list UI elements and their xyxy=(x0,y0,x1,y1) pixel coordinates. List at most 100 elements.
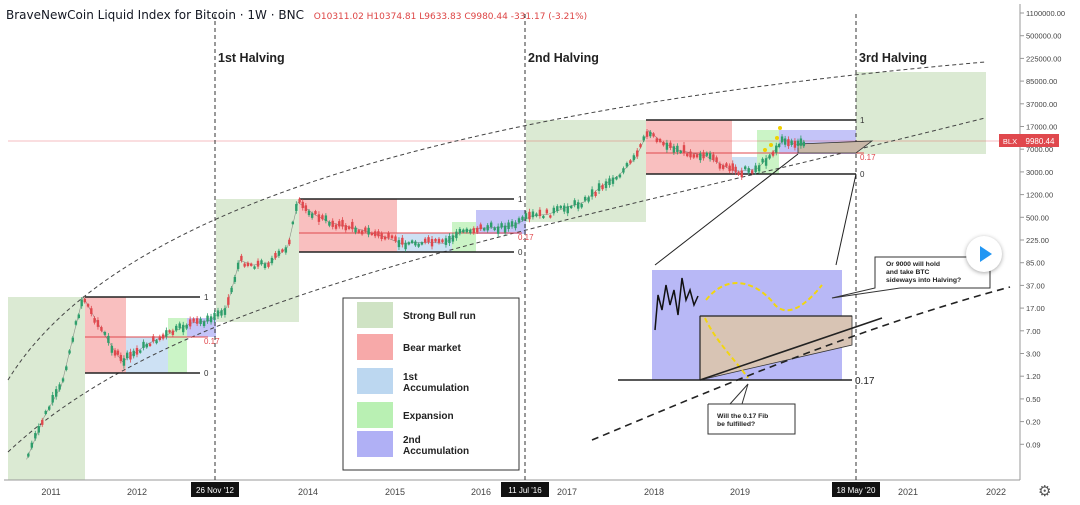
candle-body xyxy=(310,213,314,218)
candle-body xyxy=(178,323,181,329)
candle-body xyxy=(761,158,764,163)
candle-body xyxy=(188,319,192,327)
candle-body xyxy=(625,163,629,167)
candle-body xyxy=(122,358,126,366)
candle-body xyxy=(771,151,775,156)
candle-body xyxy=(34,433,37,439)
legend-label-3: Expansion xyxy=(403,411,454,422)
candle-body xyxy=(580,203,583,208)
candle-body xyxy=(521,216,524,221)
candle-body xyxy=(373,231,377,237)
fib-top-label-2: 1 xyxy=(860,116,865,125)
candle-body xyxy=(377,231,380,237)
halving-label-1: 1st Halving xyxy=(218,51,285,65)
candle-body xyxy=(165,330,168,337)
candle-body xyxy=(397,240,401,248)
candle-body xyxy=(404,242,407,250)
candle-body xyxy=(669,142,672,148)
candle-body xyxy=(695,154,699,158)
y-tick-label-11: 85.00 xyxy=(1026,259,1045,268)
candle-body xyxy=(448,235,451,244)
candle-body xyxy=(503,225,507,233)
price-tag-bg xyxy=(1021,134,1059,147)
candle-body xyxy=(672,146,676,153)
y-tick-label-5: 17000.00 xyxy=(1026,123,1057,132)
candle-body xyxy=(71,337,75,342)
x-tick-label-5: 2017 xyxy=(557,487,577,497)
candle-body xyxy=(407,242,411,245)
candle-body xyxy=(256,260,260,267)
legend-label-1: Bear market xyxy=(403,343,461,354)
y-tick-label-10: 225.00 xyxy=(1026,236,1049,245)
fib-level-label-1: 0.17 xyxy=(518,233,534,242)
candle-body xyxy=(434,238,437,242)
fib-top-label-0: 1 xyxy=(204,293,209,302)
candle-body xyxy=(796,140,800,146)
candle-body xyxy=(116,350,120,355)
candle-body xyxy=(152,336,155,342)
candle-body xyxy=(604,181,608,189)
candle-body xyxy=(702,152,705,159)
candle-body xyxy=(295,204,298,211)
legend-swatch-3 xyxy=(357,402,393,428)
candle-body xyxy=(307,210,311,216)
candle-body xyxy=(754,165,757,173)
region-5 xyxy=(216,199,299,322)
inset-rising-line xyxy=(699,317,883,381)
candle-body xyxy=(199,318,202,324)
candle-body xyxy=(206,315,209,322)
candle-body xyxy=(712,154,715,160)
candle-body xyxy=(576,202,580,209)
candle-body xyxy=(317,214,321,222)
candle-body xyxy=(799,138,803,146)
candle-body xyxy=(486,225,489,231)
candle-body xyxy=(304,205,308,212)
candle-body xyxy=(132,350,135,357)
fib-top-label-1: 1 xyxy=(518,195,523,204)
candle-body xyxy=(615,176,618,180)
candle-body xyxy=(220,310,223,316)
candle-body xyxy=(357,230,361,233)
candle-body xyxy=(394,236,397,242)
candle-body xyxy=(655,138,659,142)
candle-body xyxy=(737,171,740,175)
candle-body xyxy=(496,226,500,234)
candle-body xyxy=(354,227,357,233)
candle-body xyxy=(58,384,61,390)
candle-body xyxy=(594,192,597,197)
candle-body xyxy=(689,151,692,158)
candle-body xyxy=(601,185,604,190)
candle-body xyxy=(559,205,562,209)
candle-body xyxy=(629,160,632,164)
candle-body xyxy=(161,334,165,339)
inset-path-down xyxy=(704,317,749,379)
legend-label-0: Strong Bull run xyxy=(403,311,476,322)
candle-body xyxy=(185,324,188,329)
candle-body xyxy=(652,133,655,137)
candle-body xyxy=(590,189,594,197)
halving-date-bg-3 xyxy=(832,482,880,497)
candle-body xyxy=(535,213,538,217)
candle-body xyxy=(507,222,510,230)
candle-body xyxy=(321,215,324,220)
price-tag-symbol: BLX xyxy=(1003,137,1017,146)
x-tick-label-6: 2018 xyxy=(644,487,664,497)
halving-label-2: 2nd Halving xyxy=(528,51,599,65)
candle-body xyxy=(364,227,367,232)
candle-body xyxy=(135,348,139,355)
candle-body xyxy=(74,321,78,325)
gear-icon[interactable]: ⚙ xyxy=(1038,483,1052,500)
candle-body xyxy=(334,224,338,229)
candle-body xyxy=(298,198,301,203)
bubble-hold-line-2: and take BTC xyxy=(886,269,930,276)
candle-body xyxy=(216,310,220,317)
candle-body xyxy=(636,150,639,157)
candle-body xyxy=(100,327,103,331)
bubble-fib-text: Will the 0.17 Fib be fulfilled? xyxy=(717,413,768,428)
y-tick-label-2: 225000.00 xyxy=(1026,54,1061,63)
candle-body xyxy=(552,207,556,214)
play-button[interactable] xyxy=(966,236,1002,272)
candle-body xyxy=(277,250,281,256)
candle-body xyxy=(139,350,142,353)
